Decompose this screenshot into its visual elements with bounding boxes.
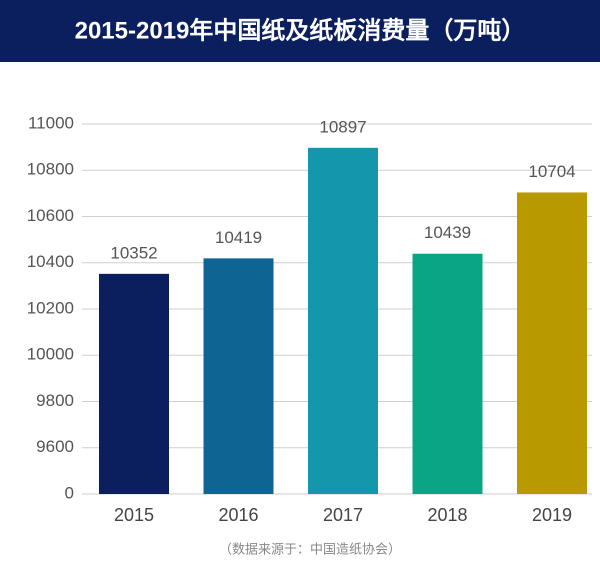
- bar: [308, 147, 378, 494]
- x-tick-label: 2018: [427, 505, 467, 525]
- bar: [203, 258, 274, 494]
- y-tick-label: 10600: [27, 206, 74, 225]
- x-tick-label: 2017: [323, 505, 363, 525]
- y-tick-label: 10200: [27, 298, 74, 317]
- chart-title: 2015-2019年中国纸及纸板消费量（万吨）: [75, 16, 526, 44]
- y-tick-label: 10000: [27, 345, 74, 364]
- bar: [99, 273, 169, 494]
- x-tick-label: 2015: [114, 505, 154, 525]
- bar: [412, 253, 483, 494]
- y-tick-label: 9800: [36, 391, 74, 410]
- y-tick-label: 11000: [28, 113, 74, 132]
- value-label: 10419: [215, 228, 262, 247]
- value-label: 10352: [110, 243, 157, 262]
- x-tick-label: 2016: [218, 505, 258, 525]
- x-tick-label: 2019: [532, 505, 572, 525]
- value-label: 10439: [424, 223, 471, 242]
- y-tick-label: 0: [65, 483, 74, 502]
- value-label: 10704: [528, 162, 575, 181]
- value-label: 10897: [319, 117, 366, 136]
- header-band: [0, 0, 600, 62]
- y-tick-label: 10400: [27, 252, 74, 271]
- bar: [517, 192, 587, 494]
- y-tick-label: 9600: [36, 437, 74, 456]
- source-note: （数据来源于：中国造纸协会）: [219, 541, 401, 556]
- y-tick-label: 10800: [27, 160, 74, 179]
